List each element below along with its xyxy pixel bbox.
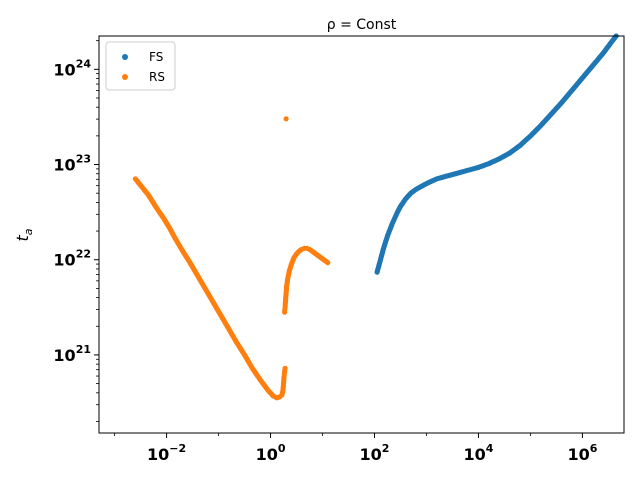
plot-frame	[99, 36, 624, 433]
y-tick-label: 1021	[53, 343, 91, 365]
legend-marker-fs	[122, 54, 128, 60]
y-tick-label: 1024	[53, 57, 91, 79]
point-rs	[284, 116, 289, 121]
data-marks	[133, 33, 619, 400]
chart-title: ρ = Const	[327, 17, 397, 33]
x-tick-label: 102	[360, 442, 390, 464]
x-tick-label: 106	[567, 442, 597, 464]
y-tick-label: 1022	[53, 248, 91, 270]
x-tick-label: 100	[256, 442, 286, 464]
x-tick-label: 10−2	[147, 442, 186, 464]
legend-label-fs: FS	[149, 50, 163, 64]
point-rs	[283, 366, 288, 371]
point-rs	[325, 260, 330, 265]
legend: FS RS	[106, 42, 175, 90]
legend-label-rs: RS	[149, 70, 165, 84]
x-tick-label: 104	[463, 442, 493, 464]
y-axis-label: ta	[13, 228, 35, 241]
y-tick-label: 1023	[53, 153, 91, 175]
axis-ticks: 10−2 100 102 104 106 1021 1022 1023 1024	[53, 41, 597, 464]
legend-marker-rs	[122, 74, 128, 80]
